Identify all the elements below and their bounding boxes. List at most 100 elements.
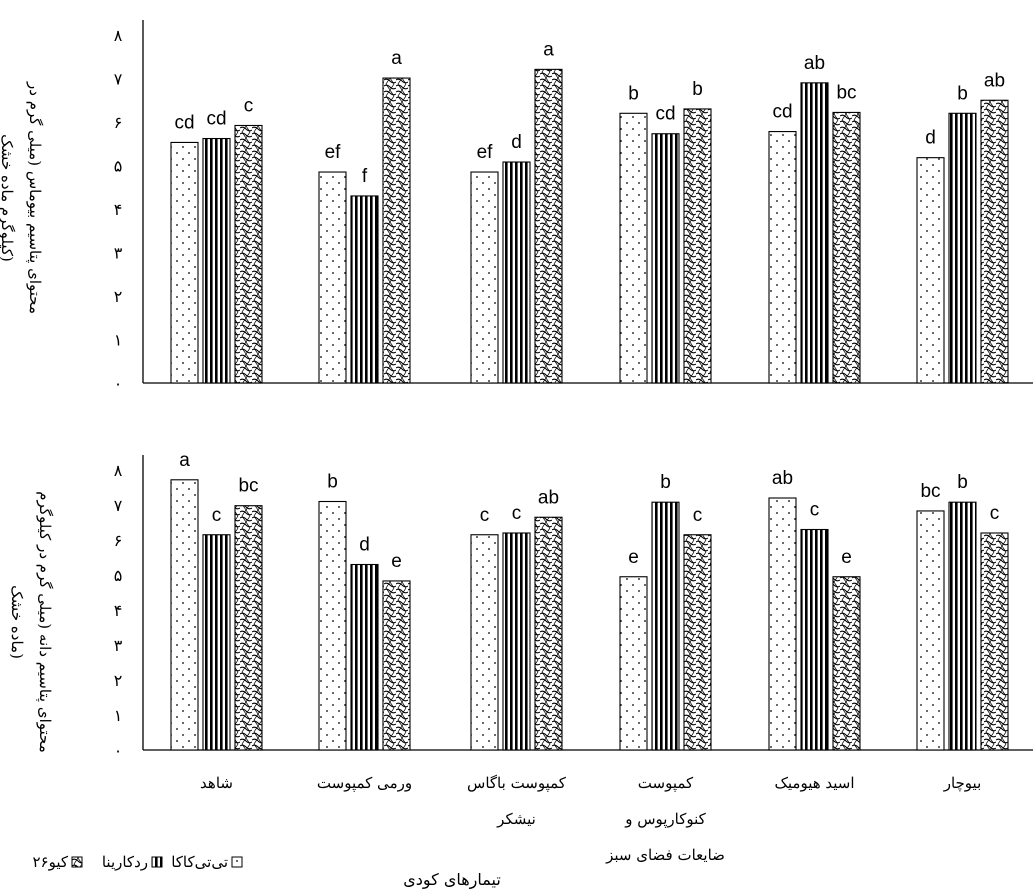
y-tick-label: ۷ xyxy=(114,496,123,515)
bar-data-label: f xyxy=(362,166,368,187)
y-tick-label: ۳ xyxy=(114,636,123,655)
bar-data-label: e xyxy=(628,547,639,568)
x-category-label: کنوکارپوس و xyxy=(624,810,706,828)
panel-1: ۰ ۱ ۲ ۳ ۴ ۵ ۶ ۷ ۸ محتوای پتاسیم بیوماس (میلی گرم … xyxy=(0,20,1033,393)
bar-data-label: ef xyxy=(325,142,342,163)
x-category-label: ضایعات فضای سبز xyxy=(605,846,725,864)
bar-data-label: e xyxy=(841,547,852,568)
bar-series-3-cat-4 xyxy=(683,108,712,384)
bar-data-label: b xyxy=(660,472,671,493)
bar-series-1-cat-4 xyxy=(619,112,648,384)
bar-data-label: bc xyxy=(238,476,258,497)
bar-series-2-cat-3 xyxy=(502,532,531,751)
legend-label-1: تی‌تی‌کاکا xyxy=(171,853,228,871)
bar-data-label: cd xyxy=(174,112,194,133)
bar-series-1-cat-6 xyxy=(916,510,945,751)
bar-data-label: c xyxy=(810,500,820,521)
bar-series-3-cat-2 xyxy=(382,77,411,384)
bar-series-2-cat-1 xyxy=(202,534,231,751)
bar-series-3-cat-4 xyxy=(683,534,712,751)
bar-series-2-cat-2 xyxy=(350,563,379,751)
bar-data-label: b xyxy=(327,472,338,493)
bar-data-label: cd xyxy=(655,104,675,125)
bar-series-1-cat-3 xyxy=(470,171,499,384)
x-category-label: شاهد xyxy=(200,774,233,792)
bar-series-1-cat-6 xyxy=(916,157,945,384)
bar-data-label: ef xyxy=(477,142,494,163)
bar-data-label: d xyxy=(925,128,936,149)
bar-series-3-cat-6 xyxy=(980,99,1009,384)
y-tick-label: ۶ xyxy=(114,113,123,132)
bar-series-1-cat-1 xyxy=(170,479,199,751)
y-tick-label: ۱ xyxy=(114,706,123,725)
bar-series-1-cat-3 xyxy=(470,534,499,751)
bar-data-label: bc xyxy=(836,82,856,103)
legend-swatch-3 xyxy=(71,856,83,868)
bar-series-2-cat-3 xyxy=(502,161,531,384)
bar-series-2-cat-5 xyxy=(800,82,829,384)
bar-series-1-cat-4 xyxy=(619,576,648,751)
bar-data-label: bc xyxy=(920,481,940,502)
bar-data-label: b xyxy=(628,83,639,104)
legend-label-3: کیو۲۶ xyxy=(32,853,68,871)
bar-data-label: ab xyxy=(772,468,793,489)
bar-series-1-cat-2 xyxy=(318,171,347,384)
y-tick-label: ۳ xyxy=(114,244,123,263)
y-tick-label: ۸ xyxy=(114,26,123,45)
legend: تی‌تی‌کاکا ردکارینا کیو۲۶ xyxy=(32,853,243,871)
bar-series-2-cat-2 xyxy=(350,195,379,384)
bar-series-2-cat-5 xyxy=(800,528,829,751)
bar-data-label: c xyxy=(512,503,522,524)
y-axis-title: محتوای پتاسیم بیوماس (میلی گرم درکیلوگرم… xyxy=(0,81,44,314)
bar-series-3-cat-6 xyxy=(980,532,1009,751)
y-tick-label: ۸ xyxy=(114,461,123,480)
bar-series-1-cat-5 xyxy=(768,131,797,384)
bar-data-label: b xyxy=(957,472,968,493)
bar-series-2-cat-4 xyxy=(651,501,680,751)
y-axis-title: محتوای پتاسیم دانه (میلی گرم در کیلوگرمم… xyxy=(8,491,54,753)
y-tick-label: ۲ xyxy=(114,287,123,306)
bar-data-label: ab xyxy=(984,70,1005,91)
bar-series-3-cat-1 xyxy=(234,505,263,751)
bar-data-label: d xyxy=(359,535,370,556)
panel-2: ۰ ۱ ۲ ۳ ۴ ۵ ۶ ۷ ۸ محتوای پتاسیم دانه (میلی گرم در… xyxy=(8,450,1033,760)
bar-data-label: a xyxy=(179,450,190,471)
x-category-label: ورمی کمپوست xyxy=(317,774,412,792)
bar-series-3-cat-3 xyxy=(534,516,563,751)
bar-series-3-cat-2 xyxy=(382,580,411,751)
x-category-label: اسید هیومیک xyxy=(774,774,854,792)
y-tick-label: ۱ xyxy=(114,331,123,350)
bar-data-label: c xyxy=(244,95,254,116)
y-tick-label: ۲ xyxy=(114,671,123,690)
bar-data-label: cd xyxy=(206,109,226,130)
y-tick-label: ۶ xyxy=(114,531,123,550)
x-category-label: کمپوست باگاس xyxy=(467,774,567,792)
bar-series-1-cat-2 xyxy=(318,500,347,751)
bar-series-1-cat-5 xyxy=(768,497,797,751)
y-tick-label: ۵ xyxy=(114,157,123,176)
bar-data-label: c xyxy=(212,505,222,526)
y-tick-label: ۴ xyxy=(114,601,123,620)
bar-data-label: ab xyxy=(804,53,825,74)
bar-data-label: c xyxy=(480,505,490,526)
bar-series-2-cat-6 xyxy=(948,112,977,384)
bar-data-label: cd xyxy=(772,102,792,123)
y-tick-label: ۵ xyxy=(114,566,123,585)
bar-series-1-cat-1 xyxy=(170,141,199,384)
y-tick-label: ۰ xyxy=(114,374,123,393)
bar-series-3-cat-5 xyxy=(832,111,861,384)
bar-series-3-cat-5 xyxy=(832,576,861,751)
bar-series-2-cat-6 xyxy=(948,501,977,751)
y-tick-label: ۷ xyxy=(114,70,123,89)
bar-data-label: b xyxy=(692,79,703,100)
x-category-label: بیوچار xyxy=(943,774,982,792)
bar-series-3-cat-1 xyxy=(234,124,263,384)
bar-data-label: ab xyxy=(538,487,559,508)
bar-series-2-cat-4 xyxy=(651,133,680,384)
bar-data-label: c xyxy=(990,503,1000,524)
bar-data-label: c xyxy=(693,505,703,526)
bar-series-2-cat-1 xyxy=(202,137,231,384)
legend-swatch-2 xyxy=(151,856,163,868)
x-axis-title: تیمارهای کودی xyxy=(403,870,501,890)
